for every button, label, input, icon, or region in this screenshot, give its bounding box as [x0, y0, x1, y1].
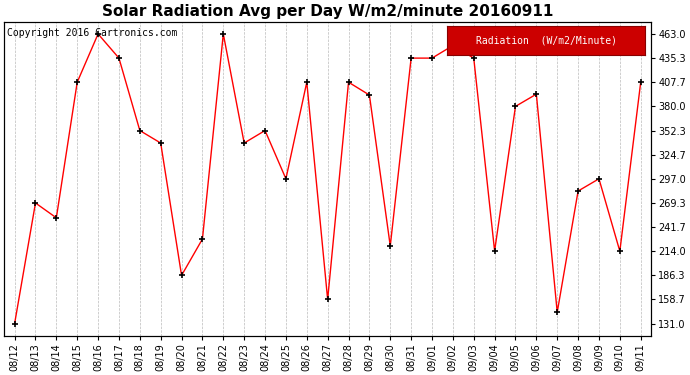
- Text: Copyright 2016 Cartronics.com: Copyright 2016 Cartronics.com: [8, 28, 178, 38]
- Title: Solar Radiation Avg per Day W/m2/minute 20160911: Solar Radiation Avg per Day W/m2/minute …: [102, 4, 553, 19]
